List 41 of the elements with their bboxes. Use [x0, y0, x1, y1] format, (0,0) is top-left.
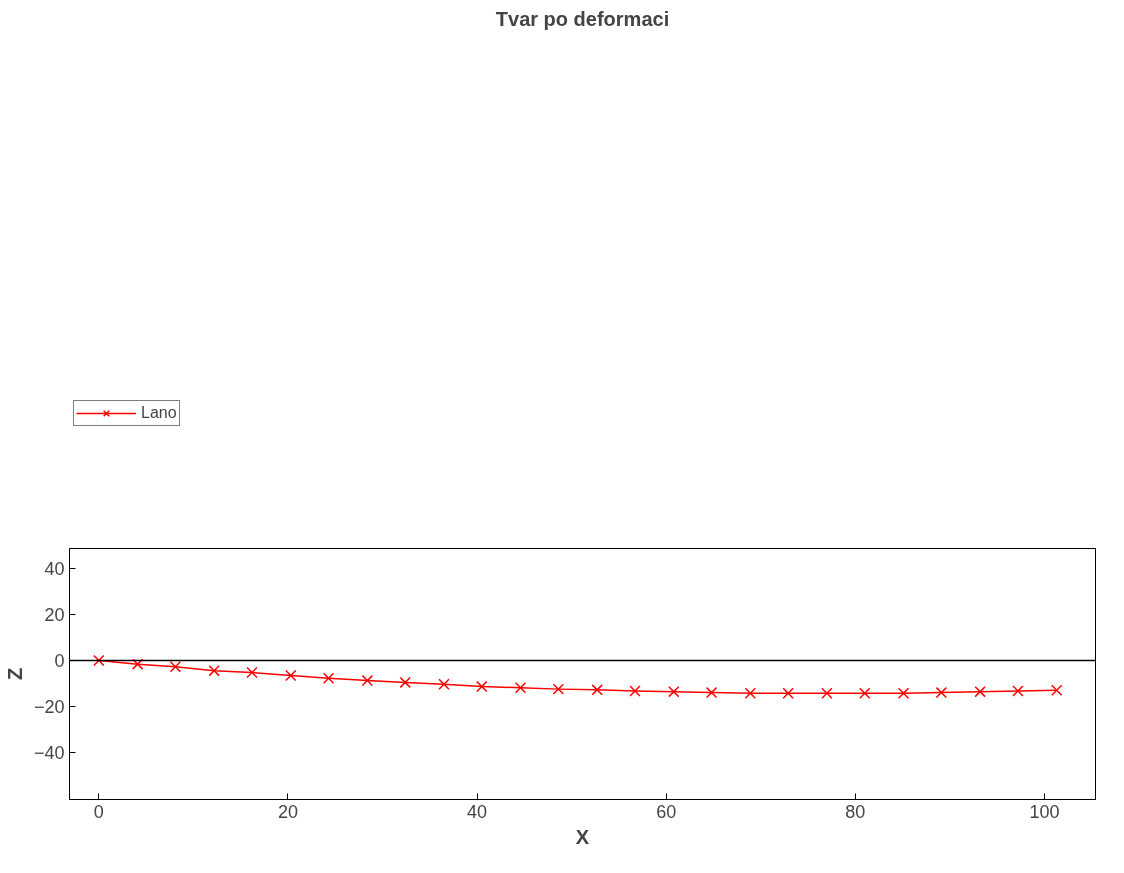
x-tick-label: 40	[467, 801, 488, 822]
legend-label: Lano	[141, 404, 177, 422]
point	[438, 678, 450, 690]
y-tick-label: 20	[44, 604, 65, 625]
point	[169, 661, 182, 673]
point	[1051, 684, 1063, 696]
chart-title: Tvar po deformaci	[495, 7, 670, 30]
x-tick-label: 20	[277, 801, 298, 822]
point	[974, 685, 986, 698]
point	[246, 666, 258, 679]
x-axis-title: X	[575, 825, 590, 848]
point	[859, 687, 871, 699]
point	[93, 654, 105, 667]
point	[744, 687, 757, 699]
point	[705, 686, 718, 699]
point	[208, 664, 220, 677]
point	[476, 680, 488, 693]
point	[361, 674, 374, 687]
y-tick-label: −20	[33, 697, 65, 718]
y-tick-label: 40	[44, 558, 65, 579]
x-tick-label: 0	[93, 801, 104, 822]
point	[514, 682, 527, 694]
y-tick-label: 0	[54, 650, 65, 671]
point	[591, 684, 603, 696]
point	[629, 685, 641, 697]
point	[552, 683, 565, 695]
x-tick-label: 80	[845, 801, 866, 822]
x-tick-label: 60	[656, 801, 677, 822]
point	[782, 687, 794, 699]
point	[821, 687, 833, 699]
point	[897, 687, 910, 699]
point	[322, 672, 335, 684]
point	[285, 669, 297, 682]
y-axis-title: Z	[3, 667, 26, 681]
point	[935, 686, 948, 699]
point	[131, 658, 144, 670]
point	[399, 676, 411, 689]
x-tick-label: 100	[1029, 801, 1060, 822]
point	[668, 685, 680, 698]
y-tick-label: −40	[33, 743, 65, 764]
point	[1012, 685, 1024, 697]
